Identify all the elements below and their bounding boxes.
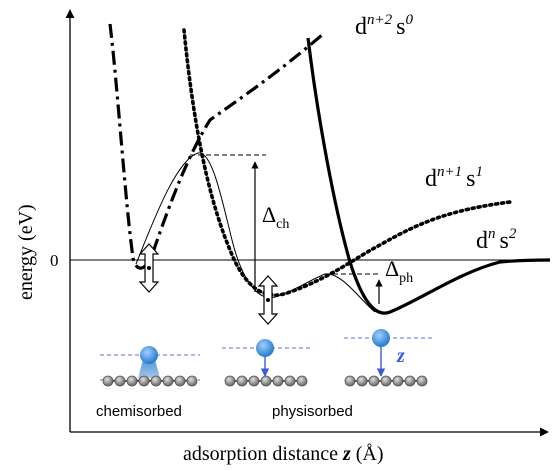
surface-atoms <box>102 375 198 387</box>
z-label: z <box>396 345 405 367</box>
label-dns2: dn s2 <box>476 226 517 254</box>
surface-atoms <box>344 375 428 387</box>
phys-state-dot <box>266 298 270 302</box>
delta-ph-label: Δph <box>385 256 413 286</box>
zero-tick-label: 0 <box>50 251 59 270</box>
chemisorbed-label: chemisorbed <box>96 403 182 420</box>
chemical-bond <box>138 360 160 378</box>
label-dn2s0: dn+2 s0 <box>355 12 413 40</box>
y-axis-label: energy (eV) <box>15 204 37 300</box>
curve-dn2s0 <box>108 23 324 270</box>
adsorbate-atom <box>256 339 274 357</box>
surface-atoms <box>224 375 308 387</box>
label-dn1s1: dn+1 s1 <box>425 164 483 192</box>
delta-ch-label: Δch <box>262 202 289 232</box>
inset-physisorbed-middle: physisorbed <box>222 339 353 420</box>
curve-dns2 <box>306 37 551 315</box>
adsorbate-atom <box>372 329 390 347</box>
inset-chemisorbed: chemisorbed <box>96 346 200 420</box>
adsorbate-atom <box>140 346 158 364</box>
inset-physisorbed-right: z <box>344 329 434 387</box>
chem-state-dot <box>147 266 151 270</box>
physisorbed-label: physisorbed <box>272 403 353 420</box>
x-axis-label: adsorption distance z (Å) <box>183 443 384 465</box>
